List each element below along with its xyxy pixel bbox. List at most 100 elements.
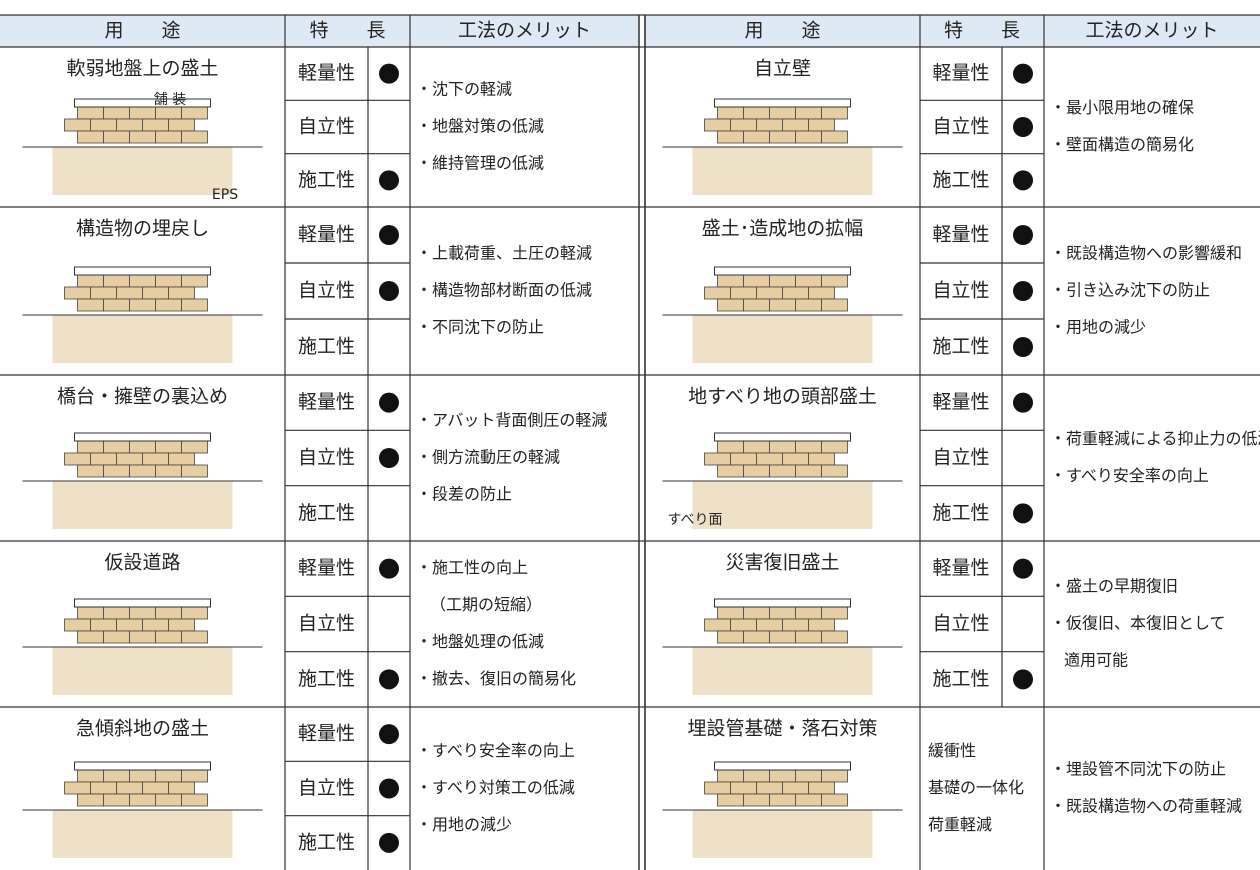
- merit: ・構造物部材断面の低減: [416, 281, 592, 300]
- brick: [717, 464, 744, 478]
- feature-dot: [1013, 503, 1033, 524]
- brick: [116, 781, 143, 795]
- brick: [821, 464, 848, 478]
- brick: [77, 130, 104, 144]
- merit: ・用地の減少: [416, 815, 512, 834]
- brick: [77, 274, 104, 288]
- brick: [730, 781, 757, 795]
- feature-label: 施工性: [932, 169, 989, 191]
- brick: [795, 464, 822, 478]
- merit: ・維持管理の低減: [416, 154, 544, 173]
- feature-label: 軽量性: [932, 62, 989, 84]
- brick: [730, 618, 757, 632]
- brick: [168, 118, 195, 132]
- brick: [717, 440, 744, 454]
- merit: ・地盤対策の低減: [416, 117, 544, 136]
- brick: [116, 286, 143, 300]
- brick: [168, 781, 195, 795]
- usage-title: 軟弱地盤上の盛土: [66, 58, 218, 80]
- brick: [155, 298, 182, 312]
- usage-title: 急傾斜地の盛土: [76, 718, 209, 740]
- pavement: [714, 266, 851, 276]
- brick: [769, 769, 796, 783]
- feature-dot: [379, 669, 399, 690]
- brick: [90, 118, 117, 132]
- brick: [730, 452, 757, 466]
- brick: [90, 286, 117, 300]
- brick: [795, 630, 822, 644]
- pavement: [714, 598, 851, 608]
- brick: [769, 106, 796, 120]
- pavement: [74, 266, 211, 276]
- merit: ・仮復旧、本復旧として: [1050, 614, 1226, 633]
- illustration: [662, 266, 903, 363]
- brick: [730, 118, 757, 132]
- illustration: [22, 432, 263, 529]
- merit: ・壁面構造の簡易化: [1050, 135, 1194, 154]
- brick: [756, 286, 783, 300]
- ground: [52, 315, 233, 363]
- feature-dot: [1013, 117, 1033, 137]
- brick: [181, 130, 208, 144]
- brick: [129, 464, 156, 478]
- brick: [743, 298, 770, 312]
- brick: [168, 618, 195, 632]
- brick: [782, 286, 809, 300]
- pavement: [714, 432, 851, 442]
- brick: [717, 106, 744, 120]
- brick: [717, 606, 744, 620]
- merit: （工期の短縮）: [430, 595, 542, 614]
- brick: [769, 793, 796, 807]
- ground: [52, 481, 233, 529]
- ground: [692, 481, 873, 529]
- pavement: [714, 98, 851, 108]
- brick: [821, 630, 848, 644]
- usage-title: 自立壁: [754, 58, 811, 80]
- ground: [692, 315, 873, 363]
- feature-dot: [379, 778, 399, 799]
- header-merits: 工法のメリット: [1085, 20, 1218, 42]
- merit: ・用地の減少: [1050, 318, 1146, 337]
- feature-dot: [1013, 63, 1033, 84]
- brick: [129, 106, 156, 120]
- brick: [704, 618, 731, 632]
- brick: [155, 606, 182, 620]
- brick: [129, 130, 156, 144]
- feature-label: 施工性: [932, 336, 989, 358]
- brick: [129, 769, 156, 783]
- brick: [769, 630, 796, 644]
- feature-label: 施工性: [298, 502, 355, 524]
- brick: [743, 769, 770, 783]
- feature-text: 基礎の一体化: [928, 778, 1024, 797]
- brick: [90, 618, 117, 632]
- brick: [155, 793, 182, 807]
- merit: ・盛土の早期復旧: [1050, 577, 1178, 596]
- brick: [64, 286, 91, 300]
- brick: [756, 452, 783, 466]
- brick: [717, 793, 744, 807]
- brick: [795, 298, 822, 312]
- brick: [795, 106, 822, 120]
- brick: [155, 106, 182, 120]
- brick: [743, 793, 770, 807]
- ground: [52, 147, 233, 195]
- merit: 適用可能: [1064, 651, 1128, 670]
- brick: [756, 781, 783, 795]
- feature-label: 軽量性: [932, 557, 989, 579]
- brick: [142, 286, 169, 300]
- merit: ・不同沈下の防止: [416, 318, 544, 337]
- brick: [129, 440, 156, 454]
- brick: [142, 618, 169, 632]
- brick: [756, 618, 783, 632]
- brick: [155, 130, 182, 144]
- feature-label: 施工性: [298, 169, 355, 191]
- feature-label: 自立性: [932, 280, 989, 302]
- feature-label: 軽量性: [298, 62, 355, 84]
- ground: [692, 147, 873, 195]
- brick: [77, 793, 104, 807]
- brick: [769, 606, 796, 620]
- pavement: [74, 598, 211, 608]
- header-usage: 用 途: [104, 20, 180, 42]
- brick: [782, 618, 809, 632]
- brick: [743, 606, 770, 620]
